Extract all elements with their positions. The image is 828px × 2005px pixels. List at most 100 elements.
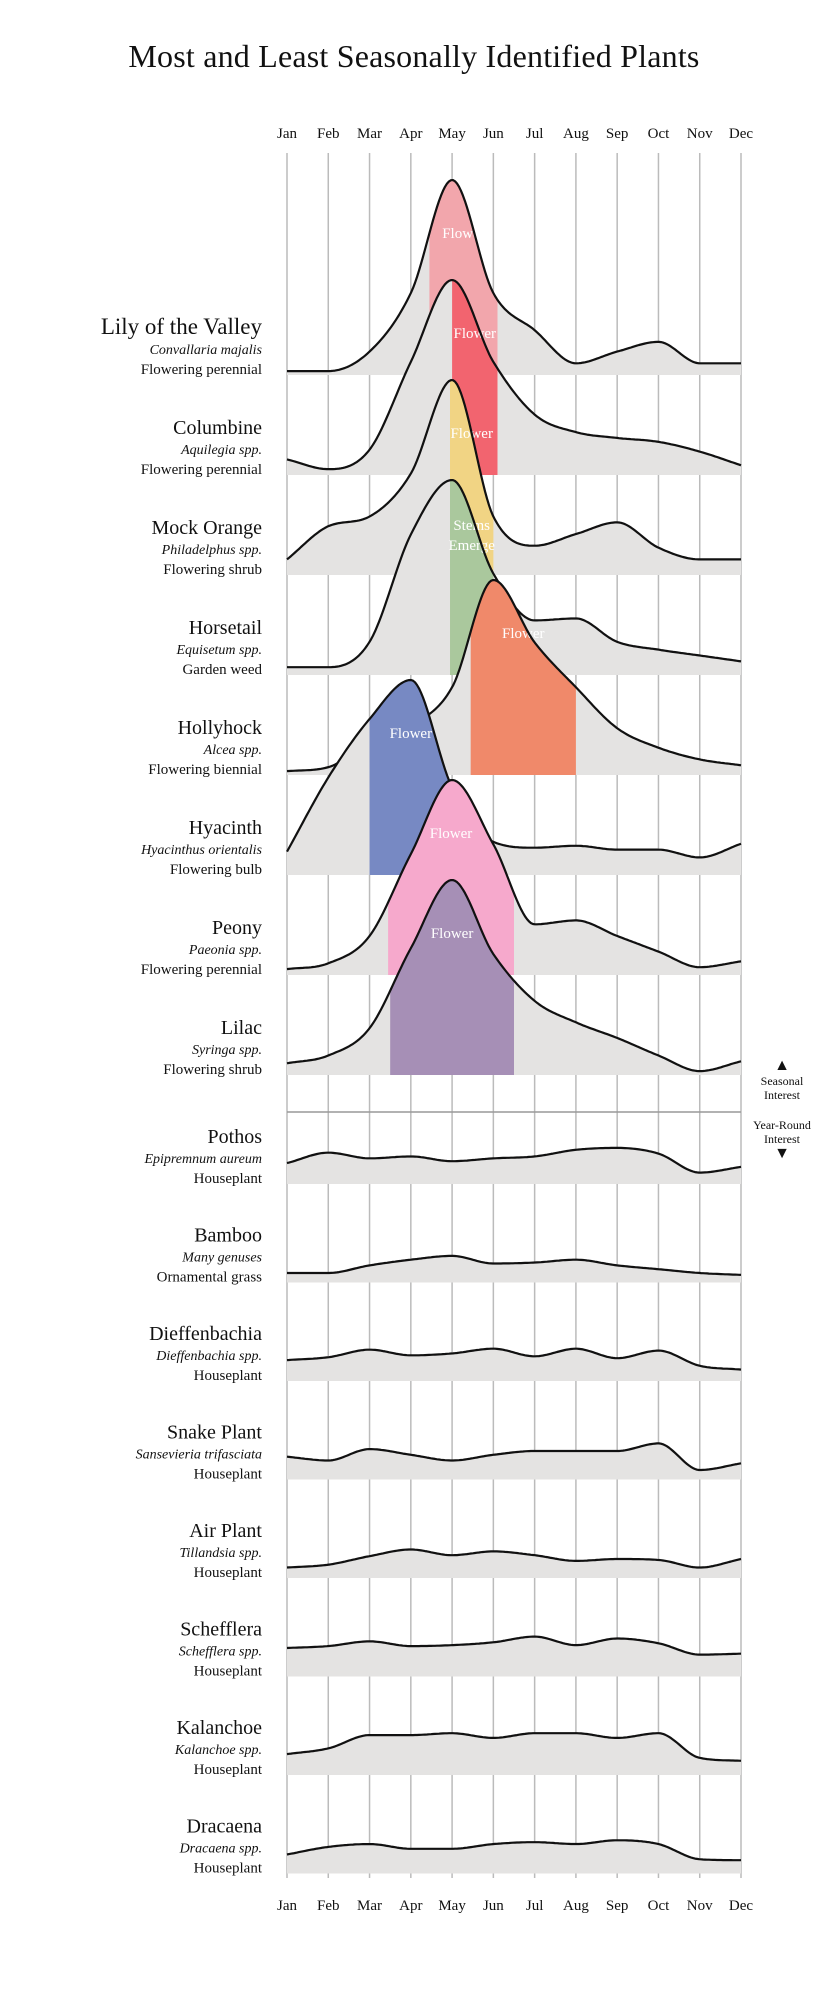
plant-category-lilac: Flowering shrub bbox=[163, 1062, 262, 1078]
ridge-pothos: Pothos Epipremnum aureum Houseplant bbox=[143, 1126, 742, 1187]
plant-category-columbine: Flowering perennial bbox=[141, 462, 262, 478]
ridge-line-peony bbox=[286, 779, 742, 971]
highlight-label-columbine: Flower bbox=[454, 326, 497, 342]
ridge-lilac: Flower Lilac Syringa spp. Flowering shrub bbox=[163, 879, 742, 1078]
tick-label-jul-bottom: Jul bbox=[526, 1898, 544, 1914]
tick-label-sep-bottom: Sep bbox=[606, 1898, 629, 1914]
plant-category-dieffenbachia: Houseplant bbox=[194, 1368, 263, 1384]
ridge-line-snake-plant bbox=[286, 1442, 742, 1472]
plant-name-dieffenbachia: Dieffenbachia bbox=[149, 1323, 262, 1345]
ridge-rows: Flower Lily of the Valley Convallaria maja… bbox=[101, 179, 742, 1877]
plant-category-horsetail: Garden weed bbox=[182, 662, 262, 678]
highlight-label-hyacinth: Flower bbox=[390, 726, 433, 742]
tick-label-mar-bottom: Mar bbox=[357, 1898, 382, 1914]
ridge-line-dieffenbachia bbox=[286, 1347, 742, 1371]
tick-label-jan-top: Jan bbox=[277, 126, 297, 142]
plant-category-pothos: Houseplant bbox=[194, 1171, 263, 1187]
tick-label-nov-top: Nov bbox=[687, 126, 713, 142]
tick-label-feb-top: Feb bbox=[317, 126, 340, 142]
plant-category-lily-of-the-valley: Flowering perennial bbox=[141, 362, 262, 378]
plant-name-bamboo: Bamboo bbox=[194, 1225, 262, 1247]
ridge-area-pothos bbox=[287, 1147, 741, 1184]
tick-label-apr-top: Apr bbox=[399, 126, 422, 142]
tick-label-jun-bottom: Jun bbox=[483, 1898, 504, 1914]
down-arrow-icon: ▼ bbox=[774, 1145, 790, 1162]
chart-title: Most and Least Seasonally Identified Pla… bbox=[128, 38, 700, 74]
ridge-line-air-plant bbox=[286, 1548, 742, 1569]
x-axis-bottom: Jan Feb Mar Apr May Jun Jul Aug Sep Oct Nov Dec bbox=[277, 1898, 753, 1914]
plant-scientific-bamboo: Many genuses bbox=[181, 1251, 262, 1266]
plant-scientific-columbine: Aquilegia spp. bbox=[180, 443, 262, 458]
tick-label-apr-bottom: Apr bbox=[399, 1898, 422, 1914]
legend-seasonal-label: Seasonal Interest bbox=[760, 1074, 804, 1102]
plant-scientific-hollyhock: Alcea spp. bbox=[203, 743, 262, 758]
ridge-area-columbine bbox=[287, 280, 741, 475]
tick-label-jun-top: Jun bbox=[483, 126, 504, 142]
plant-category-snake-plant: Houseplant bbox=[194, 1467, 263, 1483]
highlight-label-lilac: Flower bbox=[431, 926, 474, 942]
plant-category-mock-orange: Flowering shrub bbox=[163, 562, 262, 578]
ridge-hyacinth: Flower Hyacinth Hyacinthus orientalis Flowe… bbox=[140, 678, 742, 878]
plant-scientific-lily-of-the-valley: Convallaria majalis bbox=[150, 343, 263, 358]
tick-label-mar-top: Mar bbox=[357, 126, 382, 142]
ridge-area-air-plant bbox=[287, 1549, 741, 1578]
ridge-line-schefflera bbox=[286, 1635, 741, 1656]
ridge-dracaena: Dracaena Dracaena spp. Houseplant bbox=[179, 1816, 741, 1877]
plant-name-columbine: Columbine bbox=[173, 417, 262, 439]
ridge-peony: Flower Peony Paeonia spp. Flowering perenni… bbox=[141, 779, 742, 978]
plant-name-dracaena: Dracaena bbox=[187, 1816, 263, 1838]
ridge-line-kalanchoe bbox=[286, 1732, 742, 1762]
plant-name-air-plant: Air Plant bbox=[189, 1520, 262, 1542]
tick-label-dec-bottom: Dec bbox=[729, 1898, 753, 1914]
tick-label-aug-top: Aug bbox=[563, 126, 589, 142]
ridge-snake-plant: Snake Plant Sansevieria trifasciata Housep… bbox=[136, 1422, 742, 1483]
plant-category-hyacinth: Flowering bulb bbox=[170, 862, 262, 878]
tick-label-nov-bottom: Nov bbox=[687, 1898, 713, 1914]
tick-label-sep-top: Sep bbox=[606, 126, 629, 142]
ridge-area-lily-of-the-valley bbox=[287, 180, 741, 375]
plant-category-kalanchoe: Houseplant bbox=[194, 1762, 263, 1778]
tick-label-jan-bottom: Jan bbox=[277, 1898, 297, 1914]
plant-scientific-air-plant: Tillandsia spp. bbox=[180, 1546, 262, 1561]
plant-scientific-snake-plant: Sansevieria trifasciata bbox=[136, 1448, 262, 1463]
highlight-label-peony: Flower bbox=[430, 826, 473, 842]
plant-name-schefflera: Schefflera bbox=[180, 1619, 262, 1641]
plant-scientific-pothos: Epipremnum aureum bbox=[143, 1152, 262, 1167]
highlight-band-peony bbox=[388, 780, 514, 975]
legend-seasonal: ▲ Seasonal Interest bbox=[747, 1058, 817, 1103]
ridge-hollyhock: Flower Hollyhock Alcea spp. Flowering bienn… bbox=[148, 578, 742, 778]
plant-name-snake-plant: Snake Plant bbox=[167, 1422, 262, 1444]
ridge-kalanchoe: Kalanchoe Kalanchoe spp. Houseplant bbox=[174, 1717, 742, 1778]
ridge-line-lily-of-the-valley bbox=[287, 179, 741, 373]
tick-label-dec-top: Dec bbox=[729, 126, 753, 142]
legend-yearround: Year-Round Interest ▼ bbox=[747, 1118, 817, 1162]
ridge-line-hyacinth bbox=[286, 678, 742, 859]
ridge-area-dieffenbachia bbox=[287, 1348, 741, 1381]
plant-scientific-peony: Paeonia spp. bbox=[188, 943, 262, 958]
plant-scientific-kalanchoe: Kalanchoe spp. bbox=[174, 1743, 262, 1758]
plant-name-lilac: Lilac bbox=[221, 1017, 262, 1039]
plant-name-hollyhock: Hollyhock bbox=[178, 717, 262, 739]
plant-scientific-mock-orange: Philadelphus spp. bbox=[161, 543, 262, 558]
tick-label-aug-bottom: Aug bbox=[563, 1898, 589, 1914]
tick-label-oct-top: Oct bbox=[648, 126, 670, 142]
ridge-air-plant: Air Plant Tillandsia spp. Houseplant bbox=[180, 1520, 742, 1581]
plant-name-kalanchoe: Kalanchoe bbox=[176, 1717, 262, 1739]
ridge-line-lilac bbox=[286, 879, 742, 1073]
plant-scientific-dracaena: Dracaena spp. bbox=[179, 1842, 262, 1857]
plant-scientific-lilac: Syringa spp. bbox=[192, 1043, 262, 1058]
plant-category-air-plant: Houseplant bbox=[194, 1565, 263, 1581]
plant-category-dracaena: Houseplant bbox=[194, 1861, 263, 1877]
ridge-area-kalanchoe bbox=[287, 1733, 741, 1775]
ridge-line-bamboo bbox=[287, 1254, 742, 1276]
tick-label-jul-top: Jul bbox=[526, 126, 544, 142]
highlight-label-hollyhock: Flower bbox=[502, 626, 545, 642]
tick-label-may-top: May bbox=[438, 126, 466, 142]
legend-yearround-label: Year-Round Interest bbox=[753, 1118, 811, 1146]
plant-name-hyacinth: Hyacinth bbox=[189, 817, 262, 839]
plant-category-peony: Flowering perennial bbox=[141, 962, 262, 978]
ridge-area-schefflera bbox=[287, 1636, 741, 1677]
ridge-area-horsetail bbox=[287, 480, 741, 675]
